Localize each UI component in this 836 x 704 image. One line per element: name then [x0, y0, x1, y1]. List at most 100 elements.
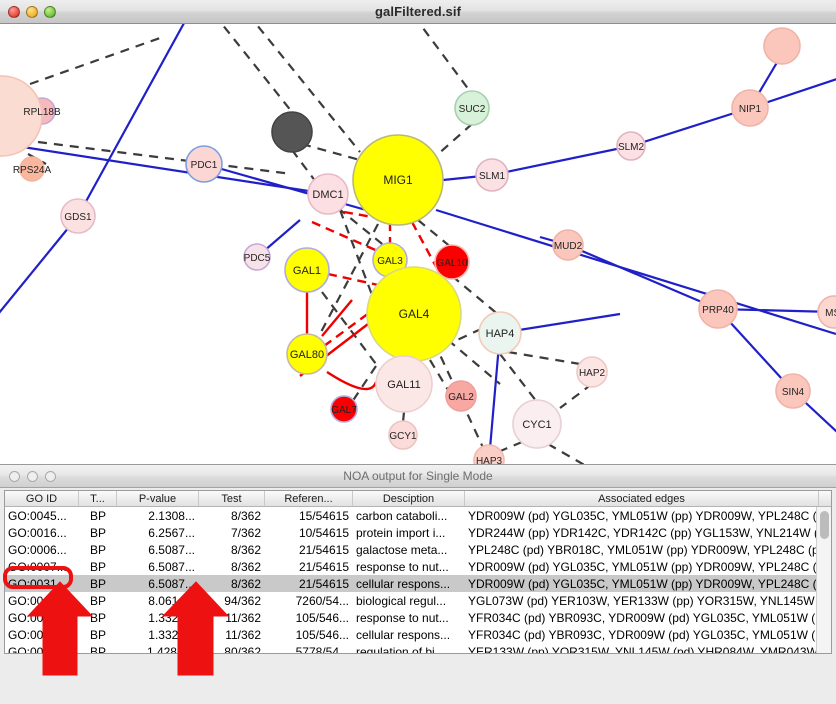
- cell-test: 7/362: [230, 525, 261, 540]
- edge-pd: [27, 153, 47, 165]
- edge-pd: [337, 207, 393, 253]
- window-traffic-lights: [8, 5, 56, 18]
- cell-type: BP: [89, 627, 106, 642]
- cell-edges: YFR034C (pd) YBR093C, YDR009W (pd) YGL03…: [468, 610, 819, 625]
- cell-description: biological regul...: [356, 593, 447, 608]
- node-label-pdc1: PDC1: [191, 160, 218, 171]
- table-row[interactable]: GO:0006... BP 6.5087... 8/362 21/54615 galact…: [5, 541, 831, 558]
- network-node-cyc1[interactable]: [512, 399, 562, 449]
- network-node-pdc1[interactable]: [185, 145, 223, 183]
- network-node-gal10[interactable]: [434, 244, 470, 280]
- column-header-test[interactable]: Test: [199, 491, 265, 506]
- table-row[interactable]: GO:0065... BP 8.0614... 94/362 7260/54... bio…: [5, 592, 831, 609]
- network-node-grey[interactable]: [271, 111, 313, 153]
- table-row[interactable]: GO:0045... BP 2.1308... 8/362 15/54615 carbon…: [5, 507, 831, 524]
- edge-pd: [351, 365, 377, 403]
- column-header-p-value[interactable]: P-value: [117, 491, 199, 506]
- network-node-nip1[interactable]: [731, 89, 769, 127]
- column-header-desciption[interactable]: Desciption: [353, 491, 465, 506]
- edge-pp: [567, 243, 719, 311]
- close-button[interactable]: [8, 5, 20, 18]
- network-graph[interactable]: RPL18B RPS24A GDS1 PDC1 PDC5 DMC1 MIG1 SUC2 SLM1…: [0, 24, 836, 464]
- cell-description: protein import i...: [356, 525, 446, 540]
- noa-minimize-button[interactable]: [27, 470, 38, 482]
- table-row[interactable]: GO:0016... BP 6.2567... 7/362 10/54615 protei…: [5, 524, 831, 541]
- table-row[interactable]: GO:0007... BP 6.5087... 8/362 21/54615 respon…: [5, 558, 831, 575]
- network-node-msi[interactable]: [817, 295, 836, 329]
- cell-reference: 15/54615: [298, 508, 349, 523]
- cell-go-id: GO:0031...: [8, 576, 67, 591]
- table-body[interactable]: GO:0045... BP 2.1308... 8/362 15/54615 carbon…: [5, 507, 831, 653]
- network-node-prp40[interactable]: [698, 289, 738, 329]
- network-node-suc2[interactable]: [454, 90, 490, 126]
- network-node-slm2[interactable]: [616, 131, 646, 161]
- table-vertical-scrollbar[interactable]: [816, 507, 831, 653]
- edge-pd: [418, 24, 473, 95]
- column-header-go-id[interactable]: GO ID: [5, 491, 79, 506]
- table-header-row[interactable]: GO ID T... P-value Test Referen... Desciption…: [5, 491, 831, 507]
- network-node-gcy1[interactable]: [388, 420, 418, 450]
- network-node-sin4[interactable]: [775, 373, 811, 409]
- cell-description: galactose meta...: [356, 542, 448, 557]
- node-label-gcy1: GCY1: [389, 431, 417, 442]
- cell-test: 8/362: [230, 576, 261, 591]
- edge-pd: [559, 383, 593, 409]
- minimize-button[interactable]: [26, 5, 38, 18]
- network-node-hap2[interactable]: [576, 356, 608, 388]
- cell-test: 11/362: [225, 610, 261, 625]
- cell-test: 80/362: [224, 644, 261, 654]
- edge-pp: [0, 215, 79, 314]
- cell-pvalue: 1.3324...: [148, 610, 195, 625]
- network-node-slm1[interactable]: [475, 158, 509, 192]
- cell-type: BP: [89, 576, 106, 591]
- cell-edges: YDR244W (pp) YDR142C, YDR142C (pp) YGL15…: [468, 525, 819, 540]
- network-node-toppink[interactable]: [763, 27, 801, 65]
- noa-titlebar: NOA output for Single Mode: [0, 465, 836, 488]
- zoom-button[interactable]: [44, 5, 56, 18]
- cell-edges: YGL073W (pd) YER103W, YER133W (pp) YOR31…: [468, 593, 819, 608]
- node-label-gal4: GAL4: [399, 307, 430, 321]
- network-canvas[interactable]: RPL18B RPS24A GDS1 PDC1 PDC5 DMC1 MIG1 SUC2 SLM1…: [0, 24, 836, 464]
- cell-reference: 21/54615: [298, 559, 349, 574]
- network-node-gds1[interactable]: [60, 198, 96, 234]
- network-node-mud2[interactable]: [552, 229, 584, 261]
- noa-close-button[interactable]: [9, 470, 20, 482]
- network-node-bigpink[interactable]: [0, 75, 43, 157]
- table-row[interactable]: GO:0031... BP 1.3324... 11/362 105/546... cel…: [5, 626, 831, 643]
- table-row[interactable]: GO:0050... BP 1.428E... 80/362 5778/54... reg…: [5, 643, 831, 654]
- network-node-hap3[interactable]: [473, 444, 505, 464]
- cell-reference: 5778/54...: [295, 644, 349, 654]
- results-table[interactable]: GO ID T... P-value Test Referen... Desciption…: [4, 490, 832, 654]
- edge-highlight: [326, 370, 378, 391]
- node-label-hap2: HAP2: [579, 368, 606, 379]
- network-node-pdc5[interactable]: [243, 243, 271, 271]
- cell-reference: 105/546...: [295, 610, 349, 625]
- node-label-msi: MSI: [825, 308, 836, 319]
- noa-zoom-button[interactable]: [45, 470, 56, 482]
- cell-type: BP: [89, 559, 106, 574]
- window-title: galFiltered.sif: [374, 4, 462, 19]
- column-header-referen[interactable]: Referen...: [265, 491, 353, 506]
- column-header-t[interactable]: T...: [79, 491, 117, 506]
- network-node-hap4[interactable]: [478, 311, 522, 355]
- network-node-gal80[interactable]: [286, 333, 328, 375]
- network-node-dmc1[interactable]: [307, 173, 349, 215]
- edge-pd: [547, 443, 585, 464]
- table-row[interactable]: GO:0031... BP 1.3324... 11/362 105/546... res…: [5, 609, 831, 626]
- edge-pp: [77, 24, 185, 217]
- column-header-associated-edges[interactable]: Associated edges: [465, 491, 819, 506]
- scrollbar-thumb[interactable]: [820, 511, 829, 539]
- table-row[interactable]: GO:0031... BP 6.5087... 8/362 21/54615 cellul…: [5, 575, 831, 592]
- edge-highlight-dashed: [327, 272, 393, 290]
- network-node-mig1[interactable]: [352, 134, 444, 226]
- cell-edges: YDR009W (pd) YGL035C, YML051W (pp) YDR00…: [468, 559, 819, 574]
- network-node-gal1[interactable]: [284, 247, 330, 293]
- cell-description: regulation of bi...: [356, 644, 445, 654]
- network-node-gal11[interactable]: [375, 355, 433, 413]
- network-node-rps24a[interactable]: [19, 156, 45, 182]
- nodes-layer[interactable]: [0, 27, 836, 464]
- network-node-gal2[interactable]: [445, 380, 477, 412]
- network-node-gal7[interactable]: [330, 395, 358, 423]
- cell-pvalue: 1.3324...: [148, 627, 195, 642]
- edge-pp: [435, 208, 836, 336]
